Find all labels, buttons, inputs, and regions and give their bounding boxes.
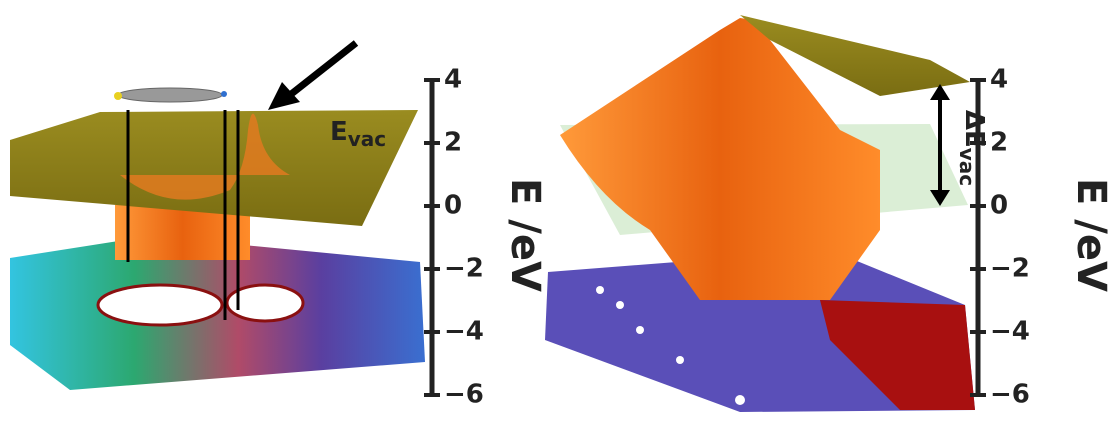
annotation: ΔEvac bbox=[955, 110, 989, 186]
tick-label: −2 bbox=[990, 254, 1030, 284]
figure: 420−2−4−6E /eVEvac420−2−4−6E /eVΔEvac bbox=[0, 0, 1108, 433]
tick-label: 2 bbox=[444, 128, 462, 158]
left-surface bbox=[10, 43, 425, 390]
tick-label: 4 bbox=[990, 65, 1008, 95]
annotation-main: E bbox=[330, 117, 348, 147]
tick-label: 0 bbox=[444, 191, 462, 221]
annotation-sub: vac bbox=[348, 127, 386, 151]
tick-label: −4 bbox=[444, 317, 484, 347]
right-surface bbox=[545, 15, 975, 412]
tick-label: −6 bbox=[990, 380, 1030, 410]
tick-label: −2 bbox=[444, 254, 484, 284]
annotation-main: ΔE bbox=[959, 110, 989, 148]
tick-label: 0 bbox=[990, 191, 1008, 221]
tick-label: −4 bbox=[990, 317, 1030, 347]
tick-label: 2 bbox=[990, 128, 1008, 158]
annotation-sub: vac bbox=[955, 148, 979, 186]
axis-label: E /eV bbox=[1068, 178, 1108, 292]
tick-label: −6 bbox=[444, 380, 484, 410]
axis-label: E /eV bbox=[502, 178, 548, 292]
tick-label: 4 bbox=[444, 65, 462, 95]
